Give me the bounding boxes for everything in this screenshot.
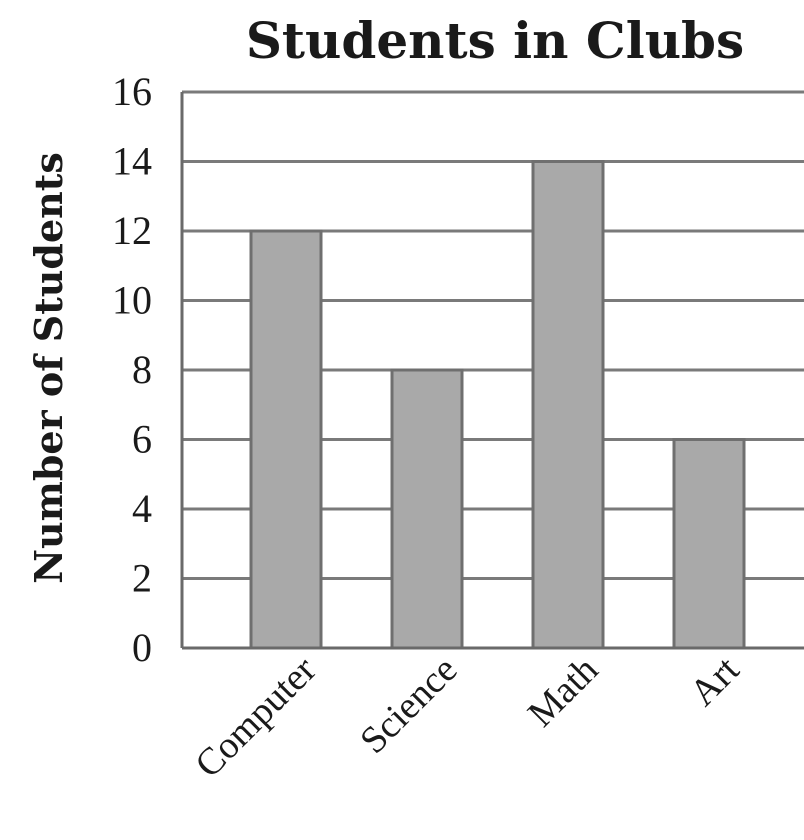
- y-tick-label: 6: [132, 417, 152, 462]
- bar-science: [390, 368, 464, 650]
- chart-title: Students in Clubs: [246, 11, 744, 70]
- x-tick-labels: Computer Science Math Art: [187, 648, 747, 785]
- bar-art: [672, 438, 746, 650]
- y-tick-label: 10: [112, 278, 152, 323]
- bar-computer: [249, 229, 323, 650]
- y-tick-labels: 0 2 4 6 8 10 12 14 16: [112, 69, 152, 670]
- y-axis-label: Number of Students: [26, 152, 71, 583]
- y-tick-label: 2: [132, 556, 152, 601]
- x-tick-label: Computer: [187, 648, 324, 785]
- x-tick-label: Art: [682, 648, 748, 714]
- x-tick-label: Science: [352, 649, 465, 762]
- y-tick-label: 8: [132, 347, 152, 392]
- y-tick-label: 14: [112, 139, 152, 184]
- y-tick-label: 0: [132, 625, 152, 670]
- bars: [249, 160, 746, 650]
- x-tick-label: Math: [520, 649, 606, 735]
- y-tick-label: 16: [112, 69, 152, 114]
- bar-math: [531, 160, 605, 650]
- y-tick-label: 4: [132, 486, 152, 531]
- y-tick-label: 12: [112, 208, 152, 253]
